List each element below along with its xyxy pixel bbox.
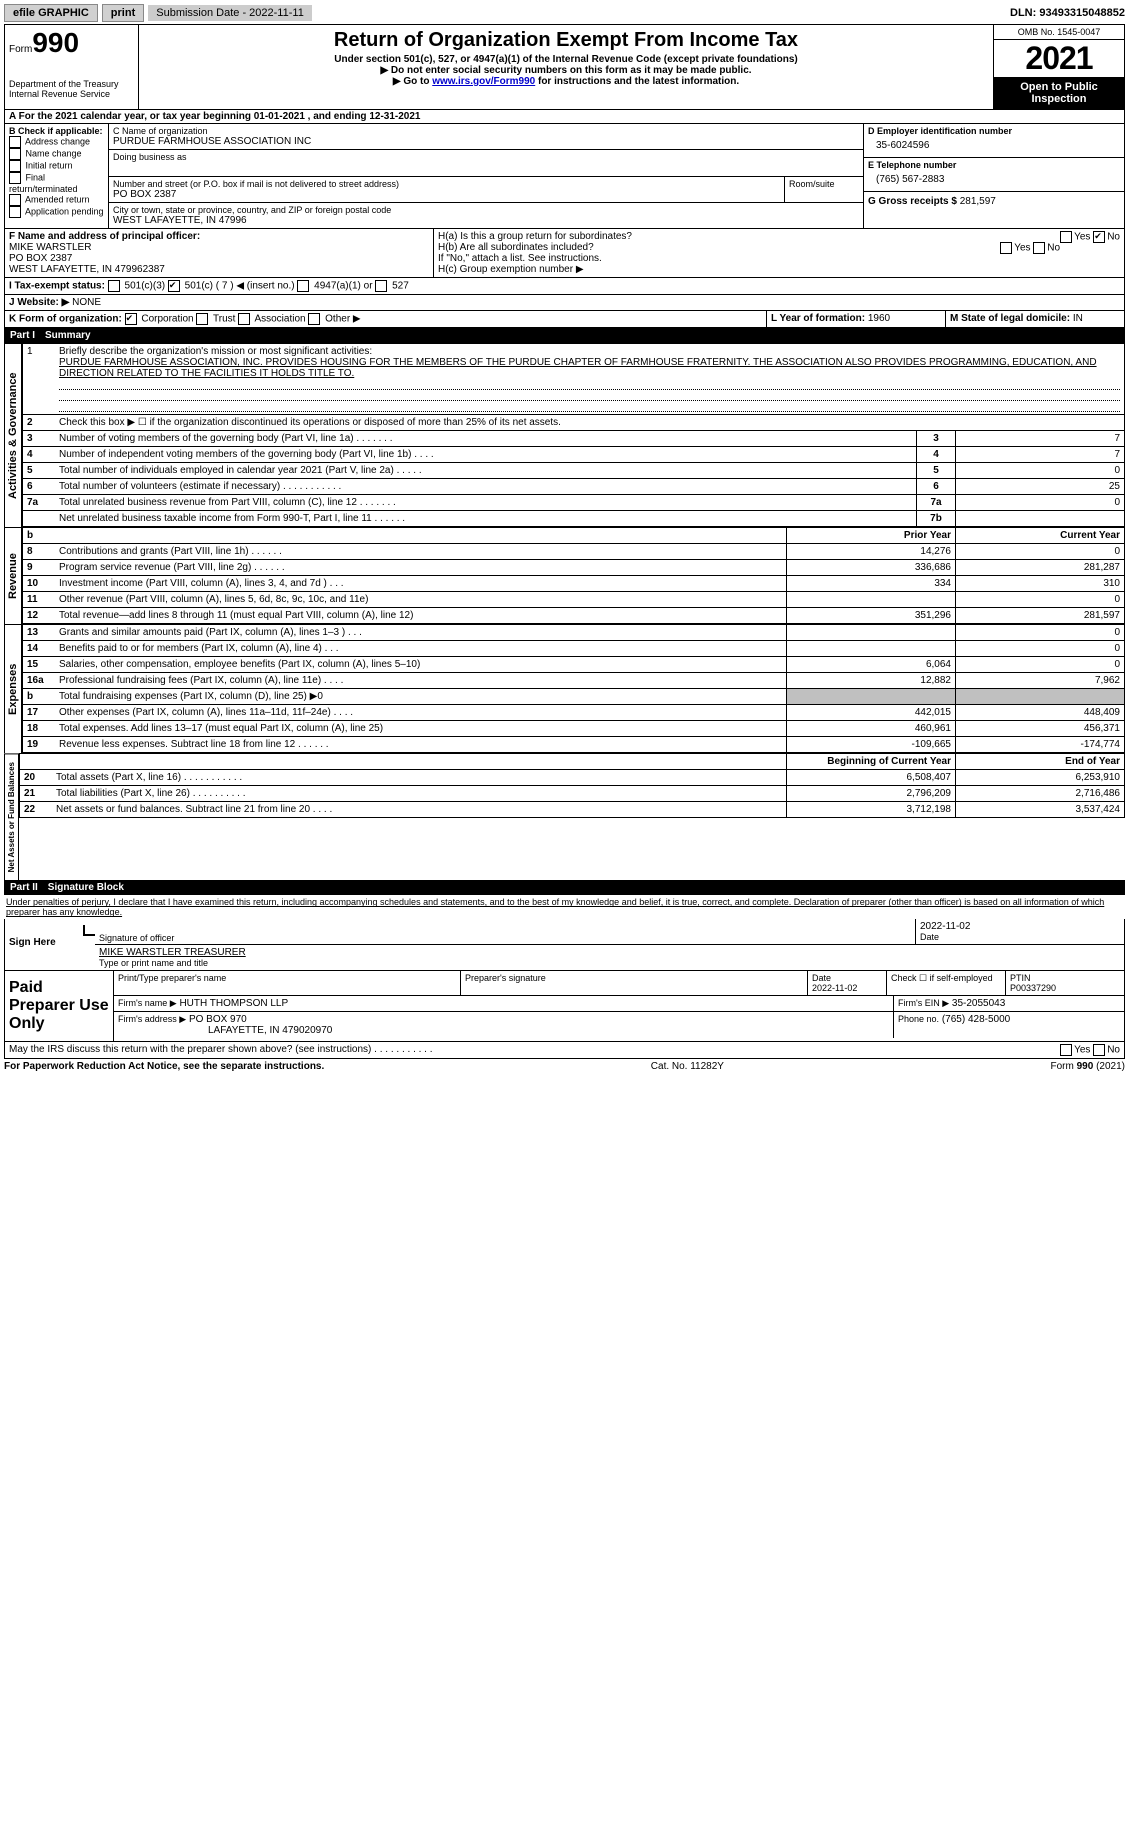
- e-label: E Telephone number: [868, 160, 1120, 170]
- paid-preparer-block: Paid Preparer Use Only Print/Type prepar…: [4, 971, 1125, 1042]
- firm-phone: (765) 428-5000: [942, 1014, 1010, 1025]
- sign-here-label: Sign Here: [5, 919, 83, 970]
- paid-label: Paid Preparer Use Only: [5, 971, 113, 1041]
- city-value: WEST LAFAYETTE, IN 47996: [113, 215, 859, 226]
- officer-addr2: WEST LAFAYETTE, IN 479962387: [9, 264, 429, 275]
- prep-sig-label: Preparer's signature: [461, 971, 808, 995]
- i-4947[interactable]: [297, 280, 309, 292]
- sig-officer-label: Signature of officer: [95, 919, 915, 944]
- k-other[interactable]: [308, 313, 320, 325]
- form-subtitle: Under section 501(c), 527, or 4947(a)(1)…: [143, 54, 989, 65]
- revenue-table: b Prior Year Current Year 8Contributions…: [22, 527, 1125, 624]
- governance-table: 1 Briefly describe the organization's mi…: [22, 343, 1125, 527]
- form-number: 990: [32, 27, 79, 58]
- dln-label: DLN: 93493315048852: [1010, 7, 1125, 19]
- website-value: NONE: [72, 297, 101, 308]
- i-501c[interactable]: [168, 280, 180, 292]
- firm-ein: 35-2055043: [952, 998, 1005, 1009]
- efile-button[interactable]: efile GRAPHIC: [4, 4, 98, 22]
- info-block: B Check if applicable: Address change Na…: [4, 124, 1125, 229]
- perjury-text: Under penalties of perjury, I declare th…: [4, 895, 1125, 919]
- type-name-label: Type or print name and title: [99, 958, 1120, 968]
- l-label: L Year of formation:: [771, 313, 865, 324]
- vlabel-expenses: Expenses: [4, 624, 22, 753]
- k-trust[interactable]: [196, 313, 208, 325]
- inspect-2: Inspection: [1031, 93, 1086, 105]
- officer-name-title: MIKE WARSTLER TREASURER: [99, 947, 1120, 958]
- city-label: City or town, state or province, country…: [113, 205, 859, 215]
- d-label: D Employer identification number: [868, 126, 1120, 136]
- f-label: F Name and address of principal officer:: [9, 231, 429, 242]
- hc-label: H(c) Group exemption number ▶: [438, 264, 1120, 275]
- net-table: Beginning of Current Year End of Year 20…: [19, 753, 1125, 818]
- page-footer: For Paperwork Reduction Act Notice, see …: [4, 1059, 1125, 1074]
- vlabel-revenue: Revenue: [4, 527, 22, 624]
- room-label: Room/suite: [785, 177, 863, 202]
- form-prefix: Form: [9, 44, 32, 55]
- discuss-no[interactable]: [1093, 1044, 1105, 1056]
- line-a: A For the 2021 calendar year, or tax yea…: [4, 110, 1125, 124]
- c-name-label: C Name of organization: [113, 126, 859, 136]
- top-bar: efile GRAPHIC print Submission Date - 20…: [4, 4, 1125, 22]
- expense-table: 13Grants and similar amounts paid (Part …: [22, 624, 1125, 753]
- form-warning: ▶ Do not enter social security numbers o…: [143, 65, 989, 76]
- phone-value: (765) 567-2883: [868, 170, 1120, 189]
- i-527[interactable]: [375, 280, 387, 292]
- submission-label: Submission Date - 2022-11-11: [148, 5, 312, 21]
- goto-prefix: ▶ Go to: [393, 76, 432, 87]
- dept-label: Department of the Treasury: [9, 79, 134, 89]
- officer-addr1: PO BOX 2387: [9, 253, 429, 264]
- g-label: G Gross receipts $: [868, 196, 957, 207]
- k-corp[interactable]: [125, 313, 137, 325]
- discuss-yes[interactable]: [1060, 1044, 1072, 1056]
- goto-suffix: for instructions and the latest informat…: [535, 76, 739, 87]
- ha-label: H(a) Is this a group return for subordin…: [438, 231, 632, 242]
- irs-label: Internal Revenue Service: [9, 89, 134, 99]
- part2-header: Part II Signature Block: [4, 880, 1125, 895]
- m-label: M State of legal domicile:: [950, 313, 1070, 324]
- check-self: Check ☐ if self-employed: [887, 971, 1006, 995]
- hb-yes[interactable]: [1000, 242, 1012, 254]
- street-label: Number and street (or P.O. box if mail i…: [113, 179, 780, 189]
- ha-yes[interactable]: [1060, 231, 1072, 243]
- k-assoc[interactable]: [238, 313, 250, 325]
- vlabel-net: Net Assets or Fund Balances: [4, 753, 19, 880]
- firm-name: HUTH THOMPSON LLP: [179, 998, 288, 1009]
- hb-note: If "No," attach a list. See instructions…: [438, 253, 1120, 264]
- print-button[interactable]: print: [102, 4, 144, 22]
- g-value: 281,597: [960, 196, 996, 207]
- hb-no[interactable]: [1033, 242, 1045, 254]
- firm-addr: PO BOX 970: [189, 1014, 247, 1025]
- street-value: PO BOX 2387: [113, 189, 780, 200]
- ptin-value: P00337290: [1010, 983, 1056, 993]
- sig-date-value: 2022-11-02: [920, 921, 1120, 932]
- i-label: I Tax-exempt status:: [9, 281, 105, 292]
- org-name: PURDUE FARMHOUSE ASSOCIATION INC: [113, 136, 859, 147]
- tax-year: 2021: [994, 40, 1124, 77]
- part1-header: Part I Summary: [4, 328, 1125, 343]
- i-501c3[interactable]: [108, 280, 120, 292]
- omb-label: OMB No. 1545-0047: [994, 25, 1124, 40]
- form-header: Form990 Department of the Treasury Inter…: [4, 24, 1125, 110]
- k-label: K Form of organization:: [9, 314, 122, 325]
- mission-text: PURDUE FARMHOUSE ASSOCIATION, INC. PROVI…: [59, 357, 1097, 379]
- j-label: J Website: ▶: [9, 297, 69, 308]
- print-name-label: Print/Type preparer's name: [114, 971, 461, 995]
- sig-date-label: Date: [920, 932, 1120, 942]
- goto-link[interactable]: www.irs.gov/Form990: [432, 76, 535, 87]
- officer-name: MIKE WARSTLER: [9, 242, 429, 253]
- ein-value: 35-6024596: [868, 136, 1120, 155]
- dba-label: Doing business as: [113, 152, 859, 162]
- officer-block: F Name and address of principal officer:…: [4, 229, 1125, 278]
- sign-here-block: Sign Here Signature of officer 2022-11-0…: [4, 919, 1125, 971]
- vlabel-governance: Activities & Governance: [4, 343, 22, 527]
- box-b-label: B Check if applicable:: [9, 126, 104, 136]
- hb-label: H(b) Are all subordinates included?: [438, 242, 594, 253]
- ha-no[interactable]: [1093, 231, 1105, 243]
- form-title: Return of Organization Exempt From Incom…: [143, 29, 989, 52]
- discuss-row: May the IRS discuss this return with the…: [4, 1042, 1125, 1059]
- inspect-1: Open to Public: [1020, 81, 1098, 93]
